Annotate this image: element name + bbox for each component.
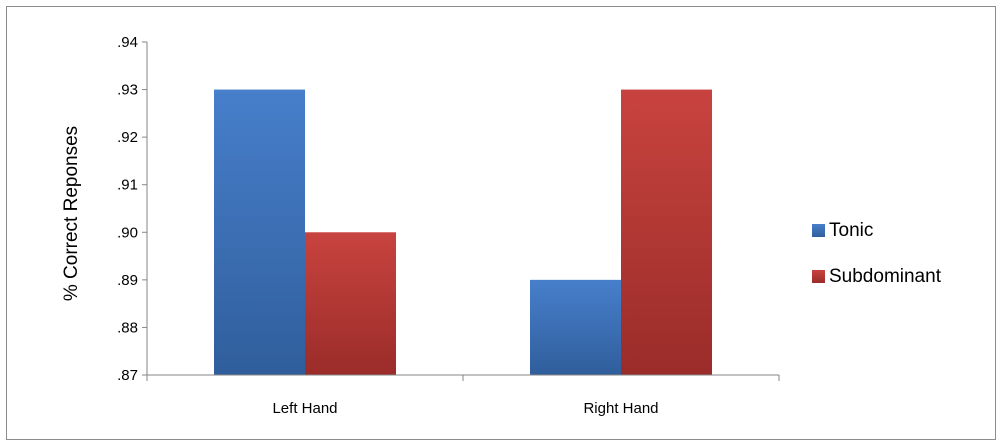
y-tick-label: .87 <box>117 367 138 384</box>
y-tick-label: .90 <box>117 224 138 241</box>
y-tick-label: .89 <box>117 272 138 289</box>
legend: Tonic Subdominant <box>812 220 942 287</box>
y-axis-ticks: .87 .88 .89 .90 .91 .92 .93 .94 <box>117 34 147 384</box>
bar-tonic-right-hand <box>530 279 621 375</box>
legend-label-tonic: Tonic <box>829 220 873 241</box>
bar-chart: .87 .88 .89 .90 .91 .92 .93 .94 Left Hand Right … <box>61 34 942 417</box>
y-tick-label: .91 <box>117 177 138 194</box>
category-labels: Left Hand Right Hand <box>272 400 658 417</box>
chart-frame: .87 .88 .89 .90 .91 .92 .93 .94 Left Hand Right … <box>6 6 996 440</box>
legend-swatch-subdominant <box>812 270 825 283</box>
y-tick-label: .94 <box>117 34 138 51</box>
category-label: Right Hand <box>583 400 658 417</box>
x-axis-ticks <box>146 375 780 381</box>
legend-label-subdominant: Subdominant <box>829 266 942 287</box>
y-axis-title: % Correct Reponses <box>61 126 82 301</box>
y-tick-label: .88 <box>117 319 138 336</box>
legend-swatch-tonic <box>812 224 825 237</box>
bar-subdominant-right-hand <box>621 89 712 376</box>
bars <box>214 89 712 376</box>
y-tick-label: .92 <box>117 129 138 146</box>
y-tick-label: .93 <box>117 82 138 99</box>
bar-subdominant-left-hand <box>305 232 396 375</box>
category-label: Left Hand <box>272 400 337 417</box>
bar-tonic-left-hand <box>214 89 305 376</box>
